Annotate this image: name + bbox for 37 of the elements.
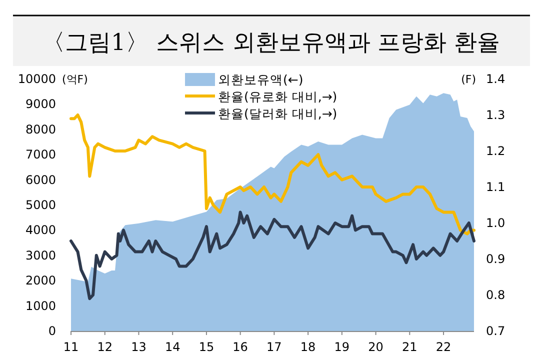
y-tick-label: 3000 (25, 248, 56, 262)
x-tick-label: 22 (436, 340, 452, 354)
chart-title: 〈그림1〉 스위스 외환보유액과 프랑화 환율 (42, 30, 500, 56)
x-tick-label: 14 (164, 340, 180, 354)
x-tick-label: 13 (131, 340, 146, 354)
x-tick-label: 21 (402, 340, 418, 354)
x-tick-label: 20 (368, 340, 384, 354)
x-tick-label: 15 (198, 340, 214, 354)
y2-tick-label: 0.7 (486, 324, 506, 338)
x-tick-label: 12 (97, 340, 113, 354)
x-tick-label: 18 (300, 340, 316, 354)
y2-tick-label: 1.3 (486, 108, 506, 122)
y-tick-label: 0 (48, 324, 56, 338)
x-tick-label: 17 (266, 340, 282, 354)
y2-tick-label: 1.1 (486, 180, 506, 194)
y2-tick-label: 0.8 (486, 288, 506, 302)
y-tick-label: 8000 (25, 122, 56, 136)
legend-label: 환율(유로화 대비,→) (218, 89, 338, 104)
x-tick-label: 16 (232, 340, 248, 354)
x-tick-label: 11 (63, 340, 79, 354)
y-tick-label: 2000 (25, 274, 56, 288)
y-tick-label: 6000 (25, 172, 56, 187)
y-axis-title: (억F) (62, 73, 88, 86)
y-tick-label: 7000 (25, 148, 56, 162)
y2-tick-label: 1.0 (486, 216, 506, 230)
legend-label: 환율(달러화 대비,→) (218, 106, 338, 121)
legend-label: 외환보유액(←) (218, 72, 304, 87)
y2-axis-title: (F) (461, 73, 476, 86)
y-tick-label: 10000 (18, 72, 56, 86)
x-tick-label: 19 (334, 340, 350, 354)
y-tick-label: 9000 (25, 97, 56, 112)
y-tick-label: 5000 (25, 198, 56, 212)
y-tick-label: 1000 (25, 298, 56, 313)
y2-tick-label: 0.9 (486, 252, 506, 266)
y2-tick-label: 1.4 (486, 72, 506, 86)
y2-tick-label: 1.2 (486, 144, 506, 158)
y-tick-label: 4000 (25, 223, 56, 238)
